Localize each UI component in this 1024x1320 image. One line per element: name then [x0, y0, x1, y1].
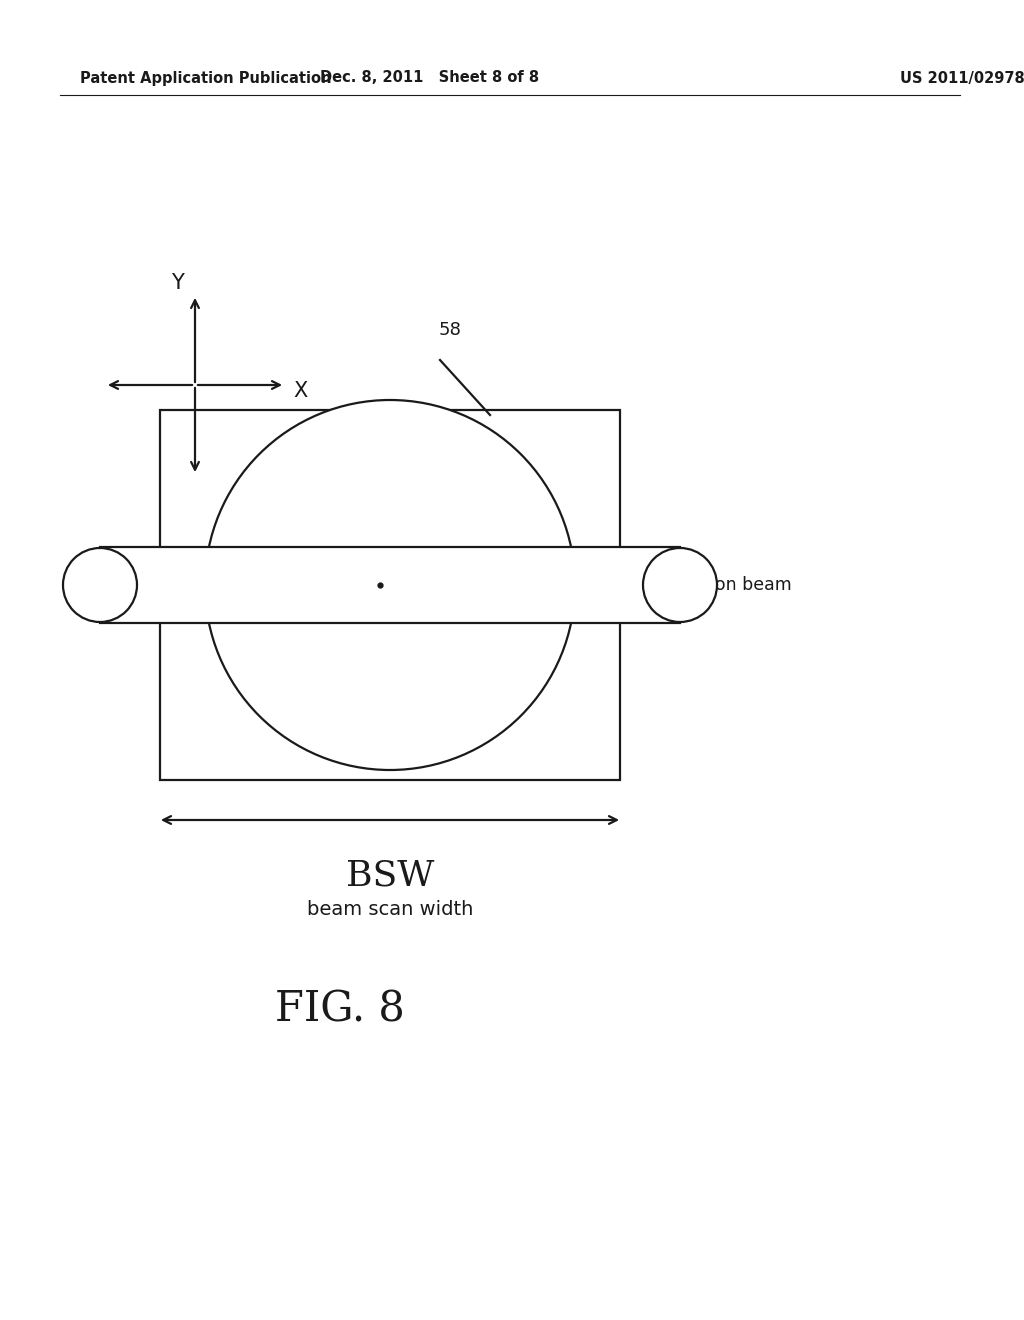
Text: .C1: .C1 [388, 576, 418, 594]
Text: beam scan width: beam scan width [307, 900, 473, 919]
Text: Dec. 8, 2011   Sheet 8 of 8: Dec. 8, 2011 Sheet 8 of 8 [321, 70, 540, 86]
Circle shape [63, 548, 137, 622]
Bar [100, 546, 680, 623]
Circle shape [643, 548, 717, 622]
Text: 58: 58 [438, 321, 462, 339]
Text: X: X [293, 381, 307, 401]
Text: US 2011/0297842 A1: US 2011/0297842 A1 [900, 70, 1024, 86]
Text: Patent Application Publication: Patent Application Publication [80, 70, 332, 86]
Text: BSW: BSW [346, 858, 434, 892]
Text: Y: Y [171, 273, 183, 293]
Bar [160, 411, 620, 780]
Text: ion beam: ion beam [710, 576, 792, 594]
Text: FIG. 8: FIG. 8 [275, 989, 404, 1031]
Ellipse shape [205, 400, 575, 770]
